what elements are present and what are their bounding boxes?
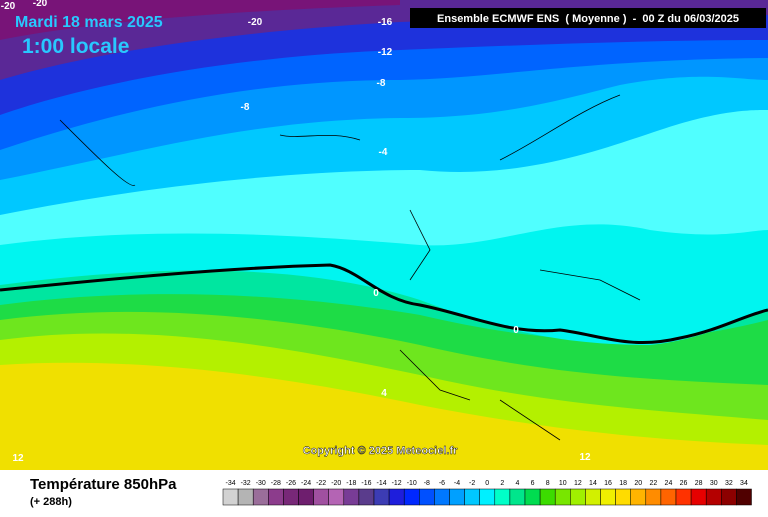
contour-label: -20 xyxy=(248,17,263,28)
legend-label: 14 xyxy=(589,480,597,487)
legend-swatch xyxy=(464,488,480,506)
contour-label: 0 xyxy=(373,288,379,299)
legend-swatch xyxy=(721,488,737,506)
contour-label: -12 xyxy=(378,47,393,58)
legend-swatch xyxy=(690,488,707,506)
legend-label: -20 xyxy=(331,480,341,487)
legend-swatch xyxy=(313,488,329,506)
contour-label: 12 xyxy=(12,453,24,464)
legend-label: 24 xyxy=(665,480,673,487)
legend-label: -8 xyxy=(424,480,430,487)
legend-swatch xyxy=(660,488,677,506)
legend-label: 8 xyxy=(546,480,550,487)
legend-swatch xyxy=(403,488,420,506)
legend-swatch xyxy=(630,488,647,506)
legend-swatch xyxy=(554,488,571,506)
legend-label: 18 xyxy=(619,480,627,487)
legend-label: 30 xyxy=(710,480,718,487)
legend-swatch xyxy=(343,488,360,506)
legend-label: -16 xyxy=(361,480,371,487)
legend-swatch xyxy=(328,488,345,506)
legend-label: 26 xyxy=(680,480,688,487)
legend-swatch xyxy=(539,488,556,506)
legend-label: -28 xyxy=(271,480,281,487)
legend-label: -34 xyxy=(225,480,235,487)
legend-label: -12 xyxy=(392,480,402,487)
legend-swatch xyxy=(570,488,586,506)
local-time: 1:00 locale xyxy=(22,35,129,58)
legend-swatch xyxy=(675,488,692,506)
contour-label: -20 xyxy=(33,0,48,9)
legend-label: -6 xyxy=(439,480,445,487)
legend-swatch xyxy=(388,488,405,506)
legend-swatch xyxy=(268,488,284,506)
field-title: Température 850hPa xyxy=(30,476,177,493)
contour-labels: -20 -20 -20 -16 -12 -8 -8 -4 0 0 4 12 12 xyxy=(1,0,591,464)
legend-label: -22 xyxy=(316,480,326,487)
legend-label: 28 xyxy=(695,480,703,487)
legend-label: -24 xyxy=(301,480,311,487)
legend-label: -30 xyxy=(256,480,266,487)
legend-label: -18 xyxy=(346,480,356,487)
legend-label: 20 xyxy=(634,480,642,487)
legend-label: 16 xyxy=(604,480,612,487)
legend-swatch xyxy=(358,488,375,506)
legend-label: -2 xyxy=(469,480,475,487)
model-info: Ensemble ECMWF ENS ( Moyenne ) - 00 Z du… xyxy=(437,13,739,25)
legend-label: -10 xyxy=(407,480,417,487)
legend-swatch xyxy=(222,488,239,506)
legend-swatch xyxy=(509,488,526,506)
legend-label: 34 xyxy=(740,480,748,487)
legend-swatch xyxy=(494,488,511,506)
legend-label: 6 xyxy=(531,480,535,487)
legend-label: 22 xyxy=(649,480,657,487)
contour-label: -8 xyxy=(241,102,250,113)
date: Mardi 18 mars 2025 xyxy=(15,14,163,31)
model-box xyxy=(410,8,766,28)
contour-label: -20 xyxy=(1,1,16,12)
legend-label: 2 xyxy=(500,480,504,487)
temperature-field xyxy=(0,0,768,470)
legend-swatch xyxy=(449,488,465,506)
color-legend: -34 -32 -30 -28 -26 -24 -22 -20 -18 -16 -14 -12 -10-… xyxy=(222,480,752,506)
legend-label: 12 xyxy=(574,480,582,487)
legend-swatch xyxy=(524,488,541,506)
legend-swatch xyxy=(252,488,269,506)
legend-swatch xyxy=(298,488,314,506)
legend-swatch xyxy=(283,488,299,506)
contour-label: -16 xyxy=(378,17,393,28)
copyright: Copyright © 2025 Meteociel.fr xyxy=(303,445,459,457)
lead-time: (+ 288h) xyxy=(30,496,72,508)
legend-swatch xyxy=(419,488,435,506)
contour-label: -4 xyxy=(379,147,388,158)
legend-swatch xyxy=(585,488,601,506)
legend-swatch xyxy=(434,488,450,506)
legend-swatch xyxy=(373,488,390,506)
contour-label: 4 xyxy=(381,388,387,399)
legend-label: 32 xyxy=(725,480,733,487)
legend-swatch xyxy=(705,488,722,506)
contour-label: 0 xyxy=(513,325,519,336)
legend-label: 4 xyxy=(515,480,519,487)
legend-label: -26 xyxy=(286,480,296,487)
legend-swatch xyxy=(479,488,496,506)
legend-label: 0 xyxy=(485,480,489,487)
legend-label: 10 xyxy=(559,480,567,487)
legend-label: -32 xyxy=(241,480,251,487)
legend-swatch xyxy=(615,488,631,506)
contour-label: 12 xyxy=(579,452,591,463)
legend-swatch xyxy=(736,488,752,506)
legend-label: -14 xyxy=(376,480,386,487)
legend-swatch xyxy=(600,488,616,506)
legend-swatch xyxy=(645,488,662,506)
legend-swatch xyxy=(237,488,254,506)
contour-label: -8 xyxy=(377,78,386,89)
legend-label: -4 xyxy=(454,480,460,487)
